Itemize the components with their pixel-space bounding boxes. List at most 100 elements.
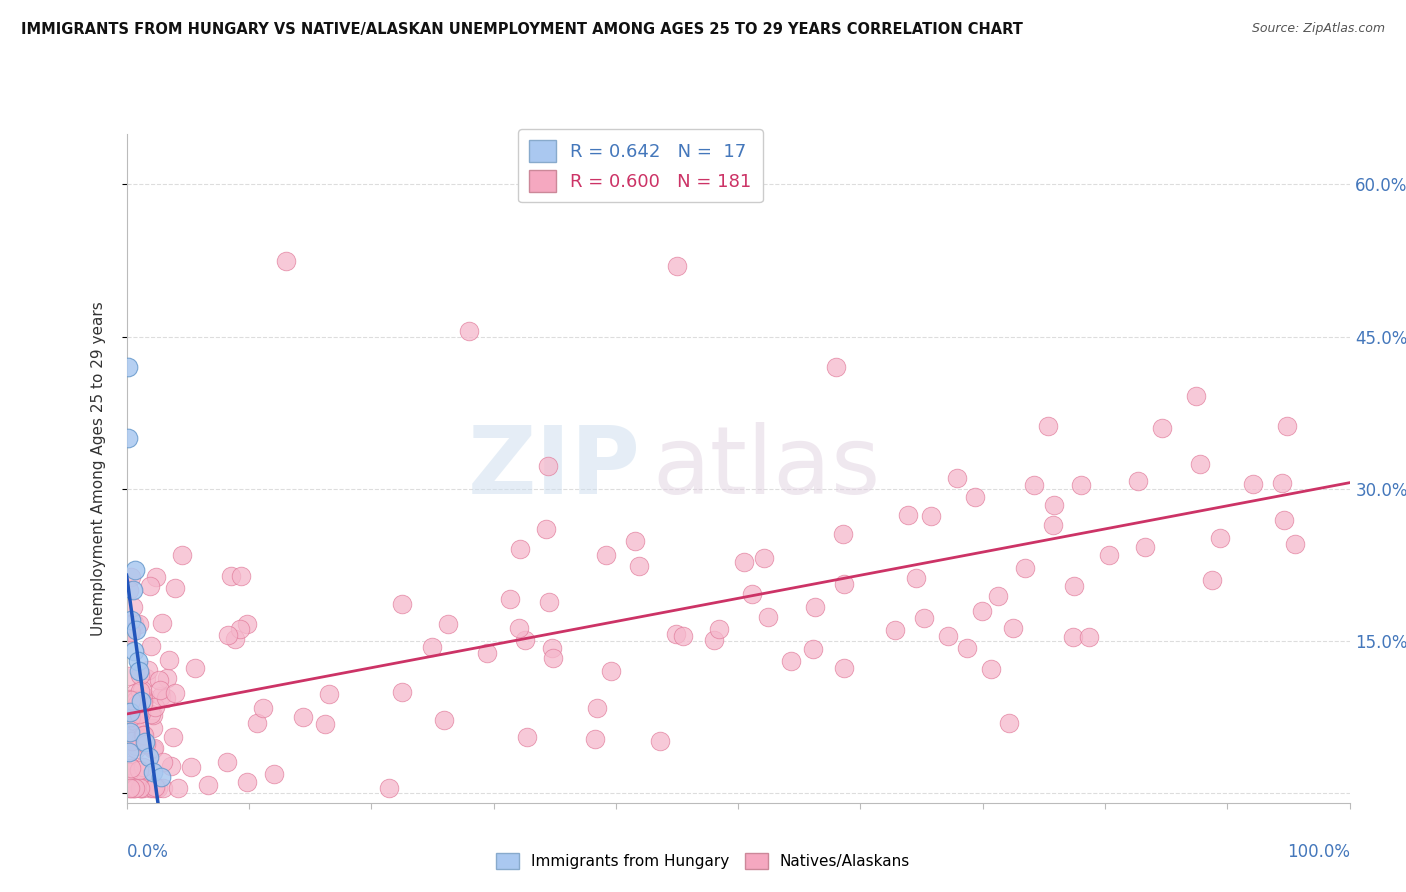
Point — [624, 534, 647, 549]
Point — [224, 632, 246, 647]
Point — [117, 692, 139, 706]
Point — [1201, 573, 1223, 587]
Point — [229, 568, 252, 582]
Point — [475, 646, 498, 660]
Point — [139, 579, 162, 593]
Point — [131, 682, 153, 697]
Point — [124, 686, 146, 700]
Point — [120, 570, 142, 584]
Point — [149, 689, 172, 703]
Point — [246, 715, 269, 730]
Point — [804, 599, 827, 614]
Point — [1070, 477, 1092, 491]
Point — [1152, 421, 1174, 435]
Point — [756, 609, 779, 624]
Point — [139, 639, 162, 653]
Point — [391, 598, 413, 612]
Point — [897, 508, 920, 522]
Point — [437, 616, 460, 631]
Point — [121, 693, 143, 707]
Point — [832, 661, 855, 675]
Text: 0.0%: 0.0% — [127, 843, 169, 861]
Point — [120, 705, 142, 719]
Point — [142, 765, 165, 780]
Point — [152, 780, 174, 795]
Point — [128, 664, 150, 678]
Point — [987, 589, 1010, 603]
Point — [170, 548, 193, 562]
Point — [956, 640, 979, 655]
Point — [149, 771, 172, 785]
Text: Source: ZipAtlas.com: Source: ZipAtlas.com — [1251, 22, 1385, 36]
Point — [131, 731, 153, 745]
Point — [541, 640, 564, 655]
Point — [1284, 537, 1306, 551]
Point — [125, 731, 148, 745]
Point — [432, 713, 454, 727]
Point — [703, 633, 725, 648]
Point — [537, 458, 560, 473]
Point — [998, 715, 1021, 730]
Point — [143, 780, 166, 795]
Point — [263, 767, 285, 781]
Point — [135, 737, 157, 751]
Point — [127, 698, 149, 712]
Point — [318, 687, 340, 701]
Point — [142, 742, 165, 756]
Point — [1184, 389, 1206, 403]
Point — [741, 587, 763, 601]
Point — [1042, 517, 1064, 532]
Point — [141, 706, 163, 721]
Point — [129, 694, 152, 708]
Point — [128, 706, 150, 721]
Point — [120, 729, 142, 743]
Legend: R = 0.642   N =  17, R = 0.600   N = 181: R = 0.642 N = 17, R = 0.600 N = 181 — [517, 129, 762, 202]
Point — [515, 633, 537, 648]
Point — [936, 629, 959, 643]
Point — [139, 780, 162, 795]
Point — [129, 731, 152, 746]
Point — [122, 599, 145, 614]
Text: 100.0%: 100.0% — [1286, 843, 1350, 861]
Point — [125, 739, 148, 753]
Point — [128, 763, 150, 777]
Point — [183, 661, 205, 675]
Point — [157, 653, 180, 667]
Point — [118, 780, 141, 795]
Point — [217, 756, 239, 770]
Point — [120, 613, 142, 627]
Point — [229, 622, 252, 636]
Point — [143, 780, 166, 795]
Text: ZIP: ZIP — [467, 422, 640, 515]
Point — [1128, 474, 1150, 488]
Point — [180, 760, 202, 774]
Point — [666, 259, 689, 273]
Point — [160, 759, 183, 773]
Point — [832, 577, 855, 591]
Point — [142, 721, 165, 735]
Point — [145, 780, 167, 795]
Point — [129, 780, 152, 795]
Point — [707, 623, 730, 637]
Point — [292, 710, 315, 724]
Point — [134, 766, 156, 780]
Point — [118, 745, 141, 759]
Point — [145, 569, 167, 583]
Point — [120, 722, 142, 736]
Point — [117, 431, 139, 445]
Point — [122, 780, 145, 795]
Text: IMMIGRANTS FROM HUNGARY VS NATIVE/ALASKAN UNEMPLOYMENT AMONG AGES 25 TO 29 YEARS: IMMIGRANTS FROM HUNGARY VS NATIVE/ALASKA… — [21, 22, 1024, 37]
Point — [1036, 419, 1059, 434]
Point — [197, 778, 219, 792]
Point — [152, 755, 174, 769]
Point — [1189, 457, 1212, 471]
Point — [143, 700, 166, 714]
Point — [162, 730, 184, 744]
Point — [165, 581, 187, 595]
Point — [912, 611, 935, 625]
Point — [120, 710, 142, 724]
Point — [120, 696, 142, 710]
Point — [121, 733, 143, 747]
Point — [150, 615, 173, 630]
Point — [904, 571, 927, 585]
